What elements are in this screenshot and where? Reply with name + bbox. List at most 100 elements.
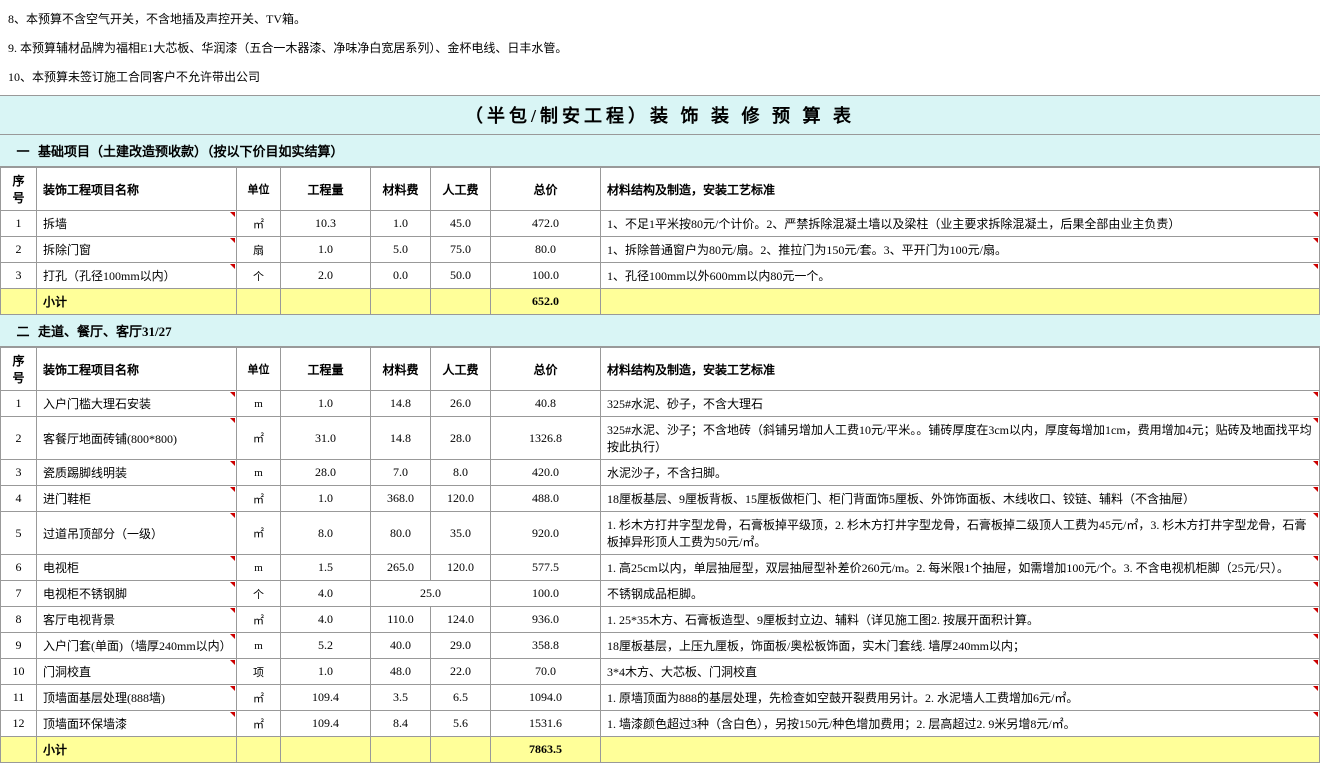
hdr-lab: 人工费 <box>431 168 491 211</box>
cell-name: 过道吊顶部分（一级） <box>37 512 237 555</box>
table-row: 2拆除门窗扇1.05.075.080.01、拆除普通窗户为80元/扇。2、推拉门… <box>1 237 1320 263</box>
cell-unit: 扇 <box>237 237 281 263</box>
cell-mat: 40.0 <box>371 633 431 659</box>
cell-lab: 8.0 <box>431 460 491 486</box>
cell-unit: 项 <box>237 659 281 685</box>
cell-desc: 1. 高25cm以内，单层抽屉型，双层抽屉型补差价260元/m。2. 每米限1个… <box>601 555 1320 581</box>
cell-total: 70.0 <box>491 659 601 685</box>
section2-table: 序号 装饰工程项目名称 单位 工程量 材料费 人工费 总价 材料结构及制造，安装… <box>0 347 1320 763</box>
cell-lab: 22.0 <box>431 659 491 685</box>
cell-unit: m <box>237 633 281 659</box>
table-row: 6电视柜m1.5265.0120.0577.51. 高25cm以内，单层抽屉型，… <box>1 555 1320 581</box>
cell-name: 入户门槛大理石安装 <box>37 391 237 417</box>
table-row: 1拆墙㎡10.31.045.0472.01、不足1平米按80元/个计价。2、严禁… <box>1 211 1320 237</box>
subtotal-value: 7863.5 <box>491 737 601 763</box>
cell-lab: 5.6 <box>431 711 491 737</box>
cell-seq: 3 <box>1 460 37 486</box>
cell-total: 488.0 <box>491 486 601 512</box>
cell-seq: 2 <box>1 237 37 263</box>
cell-desc: 325#水泥、砂子，不含大理石 <box>601 391 1320 417</box>
cell-lab: 45.0 <box>431 211 491 237</box>
cell-desc: 不锈钢成品柜脚。 <box>601 581 1320 607</box>
note-line: 8、本预算不含空气开关，不含地插及声控开关、TV箱。 <box>8 4 1312 33</box>
hdr-seq: 序号 <box>1 348 37 391</box>
cell-qty: 109.4 <box>281 711 371 737</box>
cell-desc: 1、孔径100mm以外600mm以内80元一个。 <box>601 263 1320 289</box>
section-num: 二 <box>8 321 38 340</box>
cell-lab: 26.0 <box>431 391 491 417</box>
cell-desc: 水泥沙子，不含扫脚。 <box>601 460 1320 486</box>
table-row: 9入户门套(单面)（墙厚240mm以内）m5.240.029.0358.818厘… <box>1 633 1320 659</box>
cell-qty: 1.5 <box>281 555 371 581</box>
cell-total: 1326.8 <box>491 417 601 460</box>
subtotal-label: 小计 <box>37 289 237 315</box>
cell-seq: 11 <box>1 685 37 711</box>
hdr-unit: 单位 <box>237 348 281 391</box>
cell-qty: 4.0 <box>281 581 371 607</box>
budget-notes: 8、本预算不含空气开关，不含地插及声控开关、TV箱。 9. 本预算辅材品牌为福相… <box>0 0 1320 95</box>
cell-mat: 80.0 <box>371 512 431 555</box>
cell-total: 936.0 <box>491 607 601 633</box>
hdr-qty: 工程量 <box>281 348 371 391</box>
cell-name: 进门鞋柜 <box>37 486 237 512</box>
cell-desc: 1. 25*35木方、石膏板造型、9厘板封立边、辅料（详见施工图2. 按展开面积… <box>601 607 1320 633</box>
cell-desc: 3*4木方、大芯板、门洞校直 <box>601 659 1320 685</box>
cell-qty: 5.2 <box>281 633 371 659</box>
cell-mat: 368.0 <box>371 486 431 512</box>
cell-total: 100.0 <box>491 581 601 607</box>
cell-total: 80.0 <box>491 237 601 263</box>
cell-mat: 14.8 <box>371 417 431 460</box>
cell-desc: 1、不足1平米按80元/个计价。2、严禁拆除混凝土墙以及梁柱（业主要求拆除混凝土… <box>601 211 1320 237</box>
budget-title: （半包/制安工程）装 饰 装 修 预 算 表 <box>0 95 1320 135</box>
hdr-lab: 人工费 <box>431 348 491 391</box>
cell-unit: ㎡ <box>237 711 281 737</box>
cell-lab: 120.0 <box>431 555 491 581</box>
cell-name: 门洞校直 <box>37 659 237 685</box>
cell-seq: 7 <box>1 581 37 607</box>
cell-lab: 28.0 <box>431 417 491 460</box>
cell-total: 472.0 <box>491 211 601 237</box>
table-row: 1入户门槛大理石安装m1.014.826.040.8325#水泥、砂子，不含大理… <box>1 391 1320 417</box>
hdr-mat: 材料费 <box>371 348 431 391</box>
cell-total: 100.0 <box>491 263 601 289</box>
hdr-total: 总价 <box>491 168 601 211</box>
table-row: 10门洞校直项1.048.022.070.03*4木方、大芯板、门洞校直 <box>1 659 1320 685</box>
hdr-seq: 序号 <box>1 168 37 211</box>
cell-lab: 124.0 <box>431 607 491 633</box>
cell-unit: m <box>237 460 281 486</box>
cell-seq: 10 <box>1 659 37 685</box>
cell-total: 1094.0 <box>491 685 601 711</box>
cell-seq: 12 <box>1 711 37 737</box>
subtotal-row: 小计 652.0 <box>1 289 1320 315</box>
section-title: 基础项目（土建改造预收款）（按以下价目如实结算） <box>38 141 1312 160</box>
hdr-unit: 单位 <box>237 168 281 211</box>
cell-name: 拆除门窗 <box>37 237 237 263</box>
table-row: 4进门鞋柜㎡1.0368.0120.0488.018厘板基层、9厘板背板、15厘… <box>1 486 1320 512</box>
cell-unit: 个 <box>237 263 281 289</box>
cell-qty: 1.0 <box>281 391 371 417</box>
cell-seq: 2 <box>1 417 37 460</box>
table-row: 2客餐厅地面砖铺(800*800)㎡31.014.828.01326.8325#… <box>1 417 1320 460</box>
hdr-name: 装饰工程项目名称 <box>37 348 237 391</box>
cell-qty: 10.3 <box>281 211 371 237</box>
cell-lab: 50.0 <box>431 263 491 289</box>
cell-unit: ㎡ <box>237 417 281 460</box>
cell-total: 577.5 <box>491 555 601 581</box>
cell-unit: 个 <box>237 581 281 607</box>
cell-unit: m <box>237 555 281 581</box>
section-header-1: 一 基础项目（土建改造预收款）（按以下价目如实结算） <box>0 135 1320 167</box>
cell-name: 客厅电视背景 <box>37 607 237 633</box>
cell-mat: 8.4 <box>371 711 431 737</box>
cell-name: 电视柜 <box>37 555 237 581</box>
cell-name: 顶墙面基层处理(888墙) <box>37 685 237 711</box>
cell-name: 打孔（孔径100mm以内） <box>37 263 237 289</box>
hdr-name: 装饰工程项目名称 <box>37 168 237 211</box>
cell-lab: 6.5 <box>431 685 491 711</box>
cell-mat: 5.0 <box>371 237 431 263</box>
cell-mat: 48.0 <box>371 659 431 685</box>
cell-desc: 1、拆除普通窗户为80元/扇。2、推拉门为150元/套。3、平开门为100元/扇… <box>601 237 1320 263</box>
cell-seq: 8 <box>1 607 37 633</box>
cell-total: 920.0 <box>491 512 601 555</box>
cell-mat: 110.0 <box>371 607 431 633</box>
cell-total: 358.8 <box>491 633 601 659</box>
